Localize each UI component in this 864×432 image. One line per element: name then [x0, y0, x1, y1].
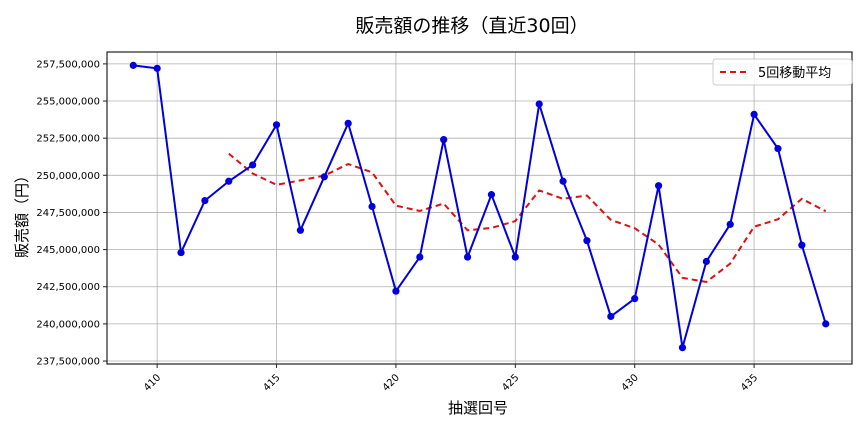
data-point-marker — [750, 110, 758, 118]
data-point-marker — [249, 161, 257, 169]
data-point-marker — [344, 119, 352, 127]
data-point-marker — [177, 248, 185, 257]
legend: 5回移動平均 — [712, 58, 853, 86]
data-point-marker — [416, 253, 424, 261]
plot-area: 237,500,000 240,000,000 242,500,000 245,000… — [36, 51, 853, 394]
data-point-marker — [463, 253, 472, 261]
data-point-marker — [798, 241, 806, 249]
y-tick-label: 247,500,000 — [36, 208, 100, 219]
y-tick-label: 240,000,000 — [36, 319, 100, 330]
data-point-marker — [225, 177, 233, 185]
y-axis-label: 販売額（円） — [13, 168, 31, 258]
moving-average-line — [228, 152, 827, 284]
x-tick-label: 410 — [142, 372, 163, 393]
legend-box — [712, 58, 853, 86]
data-point-marker — [583, 237, 591, 245]
data-point-marker — [368, 202, 376, 211]
data-point-marker — [201, 196, 209, 205]
axes-frame — [106, 51, 853, 365]
data-point-marker — [129, 61, 137, 69]
y-tick-label: 255,000,000 — [36, 97, 100, 108]
data-point-marker — [774, 144, 782, 153]
data-point-marker — [320, 173, 328, 181]
data-point-marker — [272, 121, 281, 129]
data-point-marker — [654, 182, 663, 190]
sales-line — [133, 64, 827, 348]
data-point-marker — [559, 177, 567, 185]
data-point-marker — [607, 312, 615, 321]
data-point-marker — [440, 136, 448, 144]
x-tick-label: 420 — [381, 372, 402, 393]
data-point-marker — [631, 295, 639, 303]
x-tick-label: 415 — [261, 372, 282, 393]
y-tick-label: 242,500,000 — [36, 282, 100, 293]
data-point-marker — [296, 226, 305, 234]
x-tick-label: 435 — [739, 372, 760, 393]
y-tick-label: 250,000,000 — [36, 171, 100, 182]
y-tick-label: 245,000,000 — [36, 245, 100, 256]
legend-label-moving-average: 5回移動平均 — [758, 66, 831, 81]
data-point-marker — [487, 191, 496, 199]
data-point-marker — [392, 287, 400, 295]
x-tick-label: 425 — [500, 372, 521, 393]
data-point-marker — [702, 257, 710, 266]
x-tick-label: 430 — [620, 372, 641, 393]
x-axis-label: 抽選回号 — [448, 399, 508, 417]
chart-title: 販売額の推移（直近30回） — [355, 15, 588, 37]
y-tick-label: 257,500,000 — [36, 59, 100, 70]
y-tick-label: 252,500,000 — [36, 134, 100, 145]
data-point-marker — [535, 100, 543, 108]
data-point-marker — [511, 253, 519, 261]
data-point-marker — [153, 64, 161, 72]
data-point-marker — [822, 320, 830, 328]
y-tick-label: 237,500,000 — [36, 357, 100, 368]
data-point-marker — [726, 220, 734, 228]
data-point-marker — [678, 344, 687, 352]
